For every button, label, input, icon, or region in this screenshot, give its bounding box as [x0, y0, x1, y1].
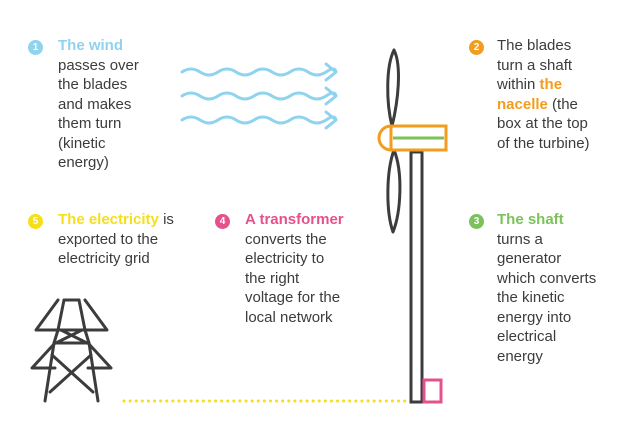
step-1-line: passes over — [58, 56, 139, 74]
step-2-line: of the turbine) — [497, 134, 590, 152]
step-2-line: The blades — [497, 37, 572, 54]
step-1-line: (kinetic — [58, 134, 106, 152]
step-2-line: within the — [497, 75, 590, 95]
step-1-number: 1 — [28, 40, 43, 55]
step-2-highlight-rest: (the — [552, 95, 578, 113]
step-1-highlight: The wind — [58, 37, 123, 54]
step-4-line: electricity to — [245, 250, 325, 267]
step-3-highlight: The shaft — [497, 211, 564, 228]
step-2-text: The blades turn a shaft within the nacel… — [497, 36, 590, 153]
lower-blade — [386, 148, 402, 234]
step-4-line: converts the — [245, 230, 327, 248]
pylon-icon — [30, 298, 113, 403]
step-3-line: which converts — [497, 269, 597, 287]
step-5-line: exported to the — [58, 230, 159, 248]
step-4-highlight: A transformer — [245, 211, 344, 228]
step-3-line: electrical — [497, 328, 557, 345]
step-2-line: turn a shaft — [497, 56, 573, 74]
step-3-number: 3 — [469, 214, 484, 229]
step-2-number: 2 — [469, 40, 484, 55]
step-1-line: them turn — [58, 115, 122, 132]
step-1-text: The wind passes over the blades and make… — [58, 36, 139, 173]
upper-blade — [386, 48, 400, 128]
step-2-line: nacelle (the — [497, 95, 590, 115]
step-2-line-text: within — [497, 76, 536, 93]
step-5-highlight: The electricity — [58, 211, 159, 228]
step-4-line: the right — [245, 269, 300, 287]
step-5-number: 5 — [28, 214, 43, 229]
step-4-line: voltage for the — [245, 289, 341, 306]
step-1-line: and makes — [58, 95, 132, 113]
hub — [377, 124, 393, 152]
step-3-text: The shaft turns a generator which conver… — [497, 210, 596, 366]
step-5-line: electricity grid — [58, 250, 150, 267]
step-4-number: 4 — [215, 214, 230, 229]
step-3-line: turns a — [497, 230, 543, 248]
step-3-line: the kinetic — [497, 289, 565, 306]
step-2-highlight-part1: the — [539, 76, 563, 93]
step-2-line: box at the top — [497, 115, 588, 132]
step-3-line: energy into — [497, 308, 572, 326]
step-5-line: The electricity is — [58, 210, 174, 230]
wind-turbine-icon — [377, 48, 448, 404]
step-1-line: energy) — [58, 154, 109, 171]
step-5-highlight-rest: is — [163, 211, 174, 228]
transformer-box — [422, 378, 443, 404]
step-4-text: A transformer converts the electricity t… — [245, 210, 344, 327]
step-3-line: energy — [497, 347, 543, 365]
step-3-line: generator — [497, 250, 562, 267]
step-4-line: local network — [245, 308, 333, 326]
wind-lines-icon — [180, 62, 338, 130]
step-5-text: The electricity is exported to the elect… — [58, 210, 174, 269]
step-2-highlight-part2: nacelle — [497, 95, 548, 113]
tower — [409, 150, 424, 404]
step-1-line: the blades — [58, 76, 128, 93]
